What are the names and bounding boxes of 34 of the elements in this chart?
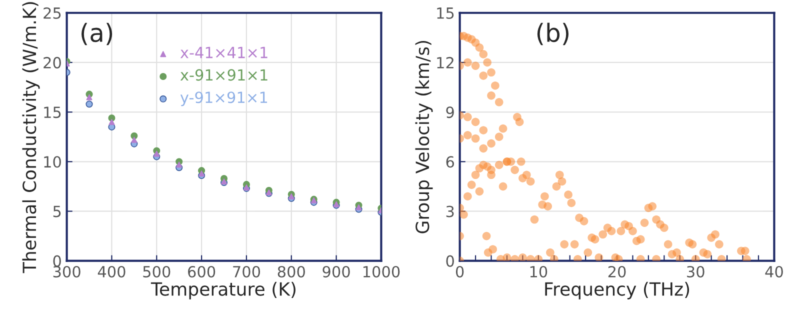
- y-tick-label: 3: [446, 206, 454, 218]
- x-tick-label: 0: [456, 266, 464, 278]
- y-tick-label: 10: [44, 156, 61, 168]
- annotation: (a): [82, 22, 112, 46]
- y-tick-label: 25: [44, 7, 61, 19]
- x-tick-label: 40: [765, 266, 783, 278]
- x-tick-label: 500: [143, 266, 170, 278]
- x-tick-label: 10: [530, 266, 548, 278]
- x-tick-label: 400: [98, 266, 126, 278]
- y-tick-label: 15: [437, 8, 454, 19]
- x-tick-label: 300: [53, 266, 80, 278]
- x-tick-label: 1000: [363, 266, 400, 278]
- x-tick-label: 20: [608, 266, 626, 278]
- annotation: (b): [537, 22, 568, 46]
- y-axis-title: Thermal Conductivity (W/m.K): [22, 2, 40, 274]
- x-tick-label: 900: [322, 266, 350, 278]
- y-tick-label: 15: [44, 106, 61, 118]
- legend-label: x-41×41×1: [180, 46, 268, 58]
- y-axis-title: Group Velocity (km/s): [415, 40, 433, 234]
- y-tick-label: 0: [53, 255, 61, 267]
- x-tick-label: 600: [188, 266, 216, 278]
- x-axis-title: Frequency (THz): [545, 282, 690, 300]
- y-tick-label: 5: [53, 206, 61, 218]
- legend-label: x-91×91×1: [180, 69, 268, 81]
- x-tick-label: 30: [687, 266, 704, 278]
- x-axis-title: Temperature (K): [150, 282, 296, 300]
- y-tick-label: 20: [44, 56, 61, 68]
- y-tick-label: 6: [446, 156, 454, 168]
- y-tick-label: 12: [437, 56, 454, 68]
- x-tick-label: 700: [233, 266, 260, 278]
- y-tick-label: 0: [446, 255, 454, 267]
- legend-label: y-91×91×1: [180, 92, 268, 106]
- x-tick-label: 800: [278, 266, 305, 278]
- y-tick-label: 9: [446, 106, 454, 118]
